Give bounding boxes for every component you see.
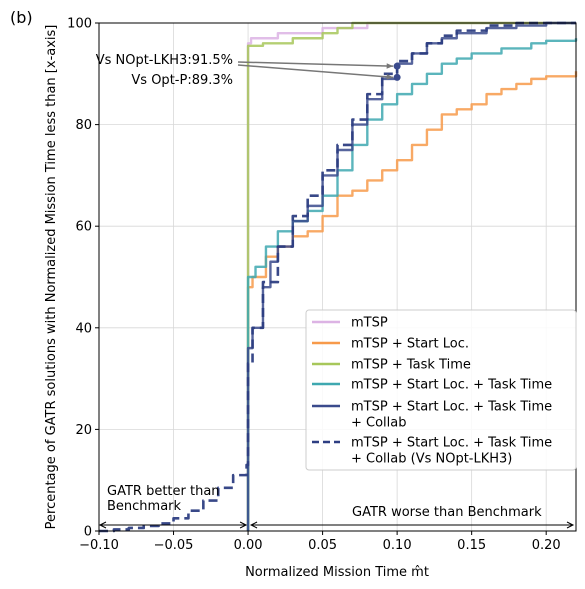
- y-tick-label: 40: [75, 321, 92, 336]
- series-line: [246, 38, 578, 531]
- annotation-marker: [393, 62, 401, 70]
- y-tick-label: 80: [75, 118, 92, 133]
- panel-label: (b): [10, 8, 33, 27]
- y-tick-label: 60: [75, 220, 92, 235]
- legend-label: mTSP + Start Loc. + Task Time + Collab (V…: [351, 436, 552, 467]
- series-line: [246, 21, 576, 531]
- plot-frame: [98, 22, 577, 532]
- series-line: [246, 21, 576, 531]
- annotation-label: Vs NOpt-LKH3:91.5%: [96, 53, 233, 68]
- legend-label: mTSP: [351, 316, 388, 331]
- axis-ticks: −0.10 −0.05 0.00 0.05 0.10 0.15 0.20 0 20 40 60 80 1…: [67, 17, 560, 554]
- arrow-head: [566, 521, 575, 529]
- legend-label: mTSP + Start Loc. + Task Time: [351, 378, 552, 393]
- arrow-head: [249, 521, 258, 529]
- y-tick-label: 0: [84, 525, 92, 540]
- series-line: [99, 21, 576, 533]
- y-tick-label: 20: [75, 423, 92, 438]
- legend: mTSP mTSP + Start Loc. mTSP + Task Time mTS…: [305, 309, 577, 471]
- legend-label: mTSP + Task Time: [351, 358, 471, 373]
- x-tick-label: −0.10: [79, 538, 119, 553]
- x-tick-label: −0.05: [154, 538, 194, 553]
- series-layer: [99, 21, 578, 533]
- annotation-arrow: [237, 61, 394, 67]
- x-tick-label: 0.10: [383, 538, 412, 553]
- x-tick-label: 0.15: [457, 538, 486, 553]
- y-axis-label: Percentage of GATR solutions with Normal…: [44, 25, 59, 530]
- y-tick-label: 100: [67, 17, 92, 32]
- x-tick-label: 0.05: [308, 538, 337, 553]
- arrow-head: [98, 521, 107, 529]
- annotation-marker: [393, 73, 401, 81]
- legend-label: mTSP + Start Loc.: [351, 337, 469, 352]
- arrow-head: [386, 63, 394, 69]
- region-label-worse: GATR worse than Benchmark: [352, 505, 542, 520]
- series-line: [246, 21, 576, 531]
- legend-box: [305, 309, 577, 471]
- annotation-arrow: [237, 64, 394, 79]
- x-tick-label: 0.20: [532, 538, 561, 553]
- annotation-layer: Vs NOpt-LKH3:91.5% Vs Opt-P:89.3% GATR bet…: [96, 53, 575, 529]
- region-label-better: GATR better than Benchmark: [107, 484, 220, 514]
- arrow-head: [239, 521, 248, 529]
- x-tick-label: 0.00: [234, 538, 263, 553]
- x-axis-label: Normalized Mission Time m̂t: [245, 565, 429, 580]
- legend-label: mTSP + Start Loc. + Task Time + Collab: [351, 400, 552, 431]
- arrow-head: [386, 74, 394, 80]
- annotation-label: Vs Opt-P:89.3%: [131, 73, 233, 88]
